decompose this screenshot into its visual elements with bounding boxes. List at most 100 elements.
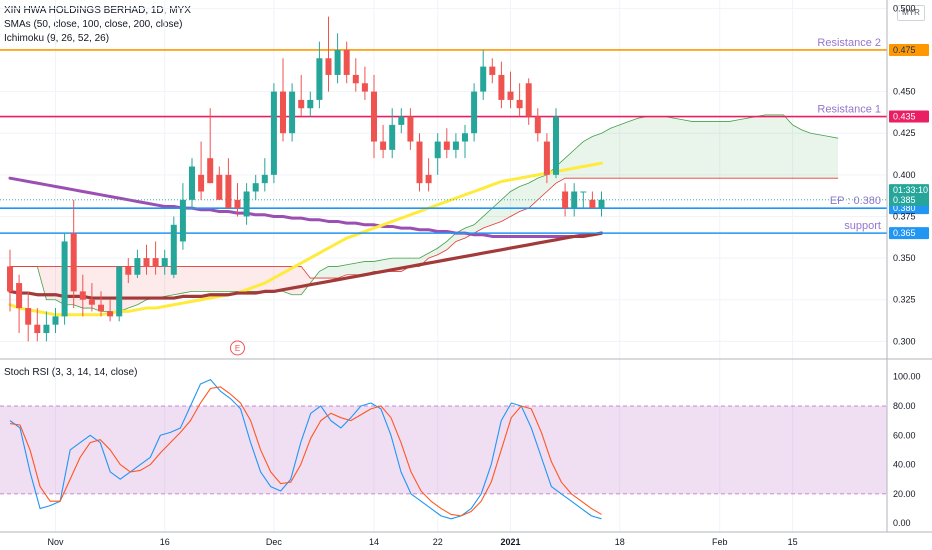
- cloud-segment: [292, 266, 302, 295]
- cloud-segment: [801, 129, 811, 179]
- candle-body: [143, 258, 150, 267]
- rsi-tick-label: 60.00: [893, 430, 916, 440]
- resistance2-label: Resistance 2: [817, 37, 881, 49]
- candle-body: [79, 291, 86, 300]
- cloud-segment: [719, 121, 729, 179]
- cloud-segment: [747, 116, 757, 179]
- earnings-marker-label: E: [235, 344, 240, 353]
- time-tick-label: 16: [160, 537, 170, 547]
- entry-badge-text: 0.380: [893, 203, 916, 213]
- candle-body: [216, 174, 223, 200]
- support-badge: [889, 227, 929, 240]
- candle-body: [243, 191, 250, 217]
- candle-body: [43, 324, 50, 334]
- candle-body: [134, 258, 141, 275]
- candle-body: [562, 191, 569, 209]
- currency-badge[interactable]: MYR: [897, 5, 925, 21]
- cloud-segment: [601, 128, 611, 179]
- candle-body: [16, 283, 23, 309]
- candle-body: [525, 83, 532, 117]
- cloud-segment: [738, 118, 748, 179]
- candle-body: [252, 183, 259, 192]
- cloud-segment: [374, 259, 384, 272]
- cloud-segment: [446, 233, 456, 250]
- candle-body: [34, 324, 41, 334]
- candle-body: [88, 299, 95, 305]
- cloud-segment: [492, 199, 502, 225]
- cloud-segment: [610, 124, 620, 179]
- candle-body: [480, 66, 487, 92]
- price-gridlines: [0, 0, 887, 532]
- cloud-segment: [656, 116, 666, 179]
- candle-body: [316, 58, 323, 100]
- cloud-segment: [101, 266, 111, 312]
- sma-legend[interactable]: SMAs (50, close, 100, close, 200, close): [4, 19, 183, 30]
- candle-body: [298, 99, 305, 109]
- cloud-segment: [182, 266, 192, 294]
- cloud-segment: [792, 124, 802, 179]
- candle-body: [452, 141, 459, 150]
- ichimoku-legend[interactable]: Ichimoku (9, 26, 52, 26): [4, 33, 110, 44]
- cloud-segment: [301, 266, 311, 295]
- cloud-segment: [528, 178, 538, 209]
- candles: E: [7, 16, 605, 356]
- price-tick-label: 0.300: [893, 336, 916, 346]
- entry-label: EP : 0.380: [830, 195, 881, 207]
- cloud-segment: [683, 119, 693, 179]
- stoch-rsi-legend[interactable]: Stoch RSI (3, 3, 14, 14, close): [4, 367, 138, 378]
- stoch-rsi-pane: 100.00 80.00 60.00 40.00 20.00 0.00: [0, 372, 921, 528]
- candle-body: [261, 174, 268, 184]
- rsi-k-line: [9, 379, 602, 520]
- candle-body: [598, 199, 605, 209]
- rsi-tick-label: 20.00: [893, 489, 916, 499]
- candle-body: [534, 116, 541, 134]
- candle-body: [389, 124, 396, 150]
- cloud-segment: [355, 261, 365, 275]
- candle-body: [270, 91, 277, 175]
- cloud-segment: [829, 136, 839, 179]
- support-badge-text: 0.365: [893, 228, 916, 238]
- time-tick-label: 18: [615, 537, 625, 547]
- rsi-tick-label: 80.00: [893, 401, 916, 411]
- cloud-segment: [565, 149, 575, 179]
- candle-body: [361, 83, 368, 92]
- candle-body: [407, 116, 414, 142]
- cloud-segment: [519, 183, 529, 212]
- price-tick-label: 0.375: [893, 211, 916, 221]
- cloud-segment: [246, 266, 256, 292]
- candle-body: [107, 311, 114, 317]
- cloud-segment: [364, 261, 374, 275]
- symbol-title: XIN HWA HOLDINGS BERHAD, 1D, MYX: [4, 5, 191, 16]
- cloud-segment: [146, 266, 156, 300]
- candle-body: [307, 99, 314, 109]
- cloud-segment: [137, 266, 147, 305]
- candle-body: [325, 58, 332, 75]
- candle-body: [280, 91, 286, 134]
- candle-body: [371, 91, 377, 142]
- cloud-segment: [637, 116, 647, 179]
- cloud-segment: [710, 121, 720, 179]
- candle-body: [425, 174, 432, 184]
- candle-body: [571, 191, 578, 209]
- cloud-segment: [665, 116, 675, 179]
- price-levels[interactable]: Resistance 2 0.475 Resistance 1 0.435 EP : 0…: [0, 37, 929, 240]
- support-label: support: [844, 220, 881, 232]
- price-tick-label: 0.425: [893, 128, 916, 138]
- candle-body: [580, 191, 587, 193]
- candle-body: [170, 224, 177, 275]
- cloud-segment: [728, 119, 738, 179]
- last-price-badge-text: 01:33:10: [893, 185, 928, 195]
- cloud-segment: [647, 116, 657, 179]
- cloud-segment: [628, 118, 638, 179]
- candle-body: [489, 66, 496, 75]
- resistance1-label: Resistance 1: [817, 104, 881, 116]
- candle-body: [589, 199, 596, 209]
- time-tick-label: Feb: [712, 537, 728, 547]
- candle-body: [207, 158, 214, 184]
- candle-body: [434, 141, 441, 159]
- last-price-badge: [889, 193, 929, 206]
- cloud-segment: [501, 191, 511, 222]
- cloud-segment: [437, 241, 447, 255]
- cloud-segment: [765, 114, 775, 179]
